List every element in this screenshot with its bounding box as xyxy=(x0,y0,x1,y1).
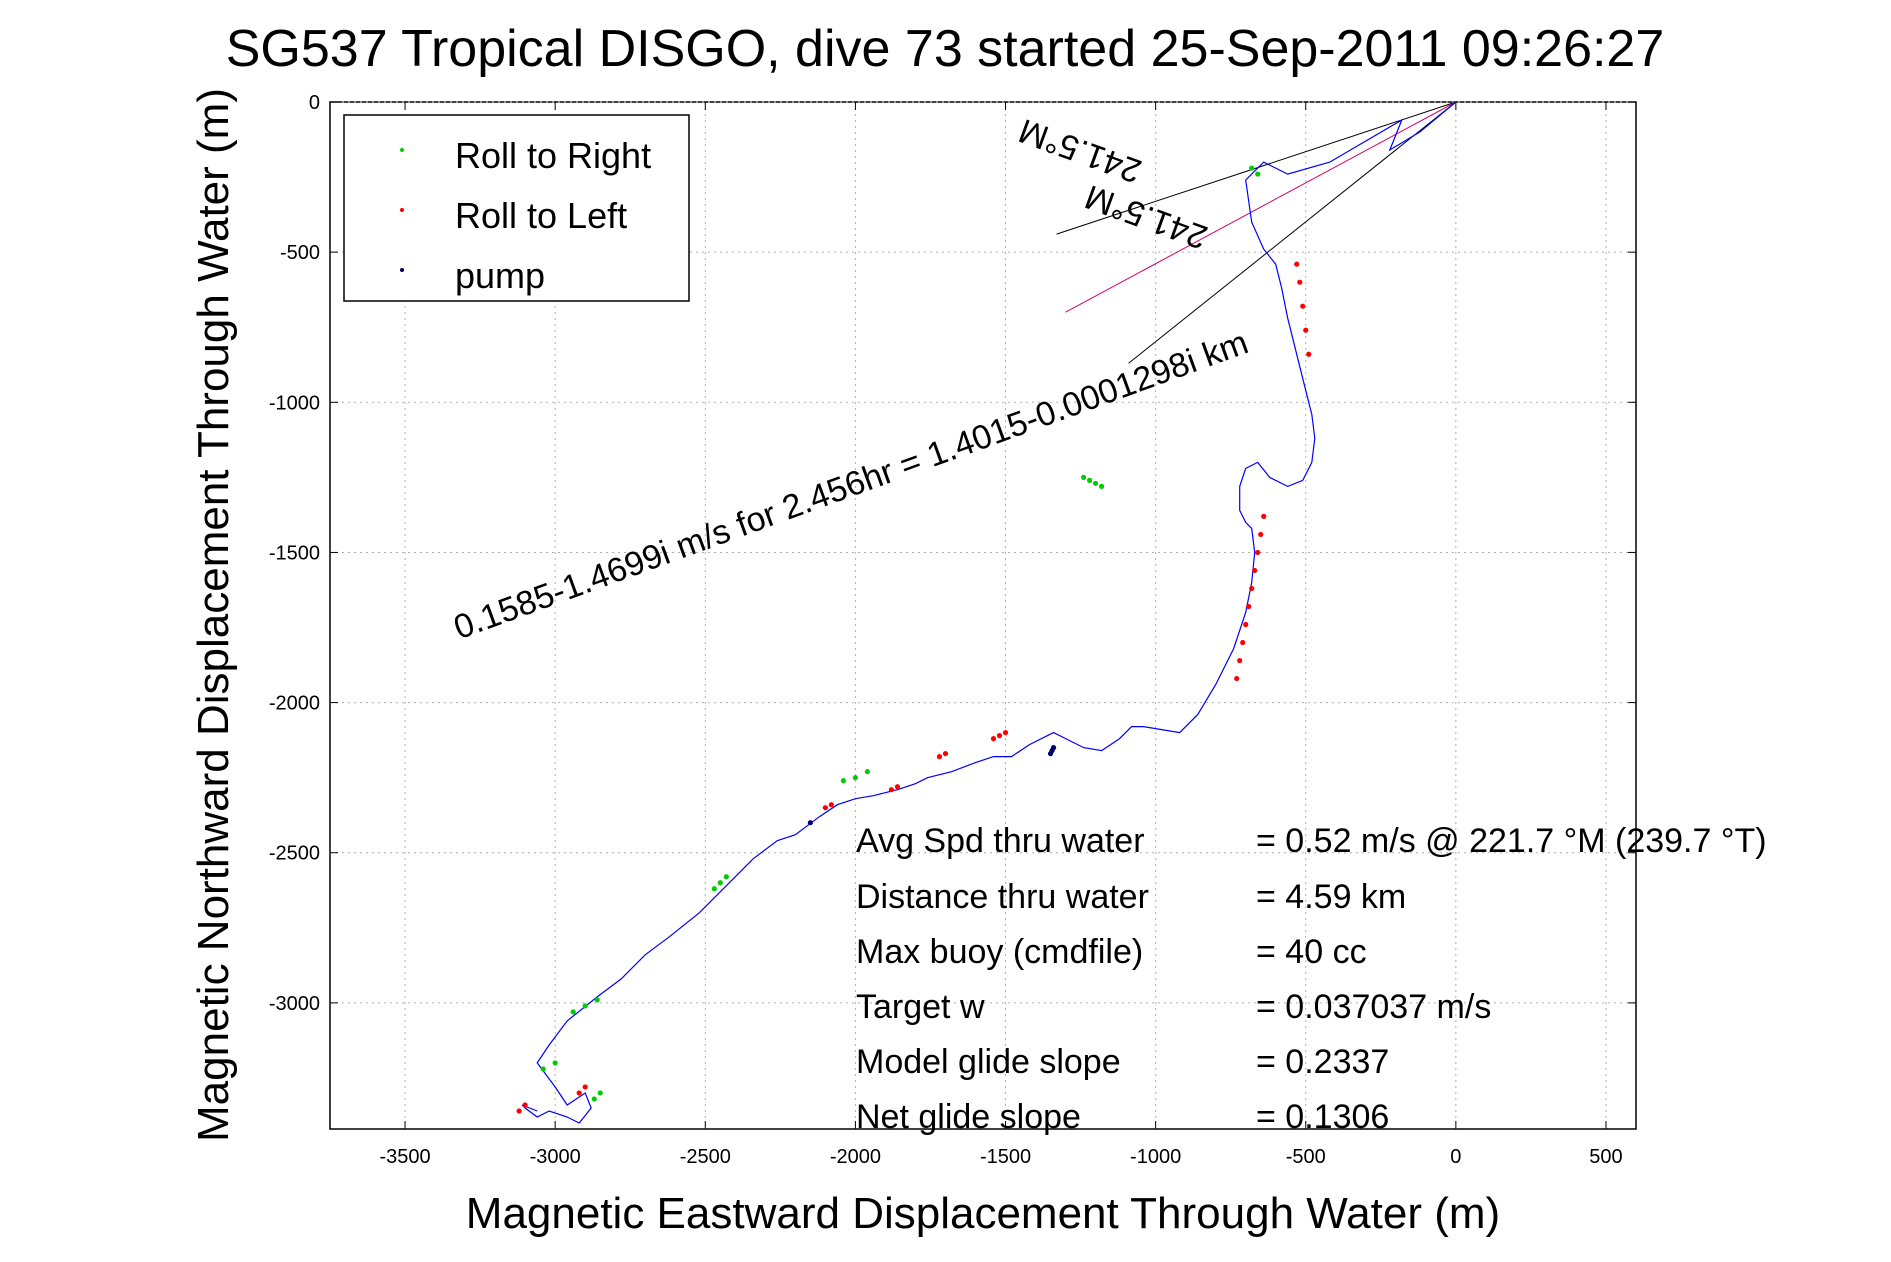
roll-left-point xyxy=(1258,531,1264,538)
roll-left-point xyxy=(516,1108,522,1114)
legend-marker-roll-right xyxy=(400,148,404,152)
roll-right-point xyxy=(1249,165,1255,171)
roll-right-point xyxy=(591,1096,597,1102)
roll-left-point xyxy=(1243,621,1249,628)
roll-left-point xyxy=(522,1102,528,1108)
roll-left-point xyxy=(1240,639,1246,646)
current-line xyxy=(1065,101,1457,313)
stat-label-model-glide: Model glide slope xyxy=(856,1043,1121,1081)
roll-right-point xyxy=(597,1090,603,1096)
y-tick-label: -1000 xyxy=(269,392,320,414)
roll-left-point xyxy=(1002,730,1009,736)
roll-right-point xyxy=(717,880,723,886)
legend-label-roll-left: Roll to Left xyxy=(455,195,627,236)
roll-left-point xyxy=(1306,351,1312,357)
y-tick-label: -1500 xyxy=(269,542,320,564)
roll-left-point xyxy=(1297,279,1303,285)
stat-value-target-w: = 0.037037 m/s xyxy=(1256,988,1491,1026)
x-tick-label: 500 xyxy=(1589,1146,1622,1168)
roll-right-point xyxy=(552,1060,558,1066)
x-tick-label: -500 xyxy=(1286,1146,1326,1168)
x-tick-label: -3500 xyxy=(379,1146,430,1168)
y-tick-label: -2500 xyxy=(269,843,320,865)
stat-value-net-glide: = 0.1306 xyxy=(1256,1098,1389,1136)
roll-right-point xyxy=(1255,171,1261,177)
roll-right-point xyxy=(1080,474,1087,480)
stat-label-avg-speed: Avg Spd thru water xyxy=(856,822,1145,860)
roll-right-point xyxy=(840,778,846,784)
x-axis-ticks: -3500 -3000 -2500 -2000 -1500 -1000 -500 0 500 xyxy=(379,102,1623,1168)
roll-left-point xyxy=(1261,513,1267,520)
roll-left-point xyxy=(996,733,1003,739)
stat-value-model-glide: = 0.2337 xyxy=(1256,1043,1389,1081)
roll-right-point xyxy=(1098,483,1105,489)
roll-right-point xyxy=(723,874,729,880)
chart-title: SG537 Tropical DISGO, dive 73 started 25… xyxy=(226,20,1665,78)
x-tick-label: -2000 xyxy=(830,1146,881,1168)
roll-left-point xyxy=(1252,567,1258,574)
roll-left-point xyxy=(1234,675,1240,682)
roll-left-point xyxy=(576,1090,582,1096)
roll-right-point xyxy=(582,1003,588,1009)
roll-right-point xyxy=(540,1066,546,1072)
x-axis-label: Magnetic Eastward Displacement Through W… xyxy=(466,1189,1500,1238)
roll-left-point xyxy=(990,736,997,742)
roll-left-point xyxy=(1303,327,1309,333)
roll-left-point xyxy=(1237,657,1243,664)
wedge-line xyxy=(1056,101,1457,235)
y-tick-label: -3000 xyxy=(269,993,320,1015)
x-tick-label: 0 xyxy=(1450,1146,1461,1168)
x-tick-label: -3000 xyxy=(530,1146,581,1168)
track-series xyxy=(521,101,1457,1124)
pump-point xyxy=(1047,751,1054,757)
legend: Roll to Right Roll to Left pump xyxy=(343,114,690,302)
reference-lines xyxy=(1056,101,1457,364)
roll-points xyxy=(516,165,1312,1114)
roll-left-point xyxy=(1294,261,1300,267)
x-tick-label: -1000 xyxy=(1130,1146,1181,1168)
roll-left-point xyxy=(936,754,943,760)
roll-left-point xyxy=(942,751,949,757)
stat-label-net-glide: Net glide slope xyxy=(856,1098,1081,1136)
roll-left-point xyxy=(894,784,901,790)
stat-label-target-w: Target w xyxy=(856,988,985,1026)
roll-right-point xyxy=(1086,477,1093,483)
roll-left-point xyxy=(822,805,828,811)
x-tick-label: -2500 xyxy=(680,1146,731,1168)
roll-left-point xyxy=(828,802,834,808)
pump-point xyxy=(807,820,813,826)
wedge-line xyxy=(1128,101,1457,364)
y-axis-label: Magnetic Northward Displacement Through … xyxy=(189,88,238,1142)
roll-left-point xyxy=(1249,585,1255,592)
roll-left-point xyxy=(888,787,895,793)
stat-value-distance: = 4.59 km xyxy=(1256,878,1406,916)
stat-value-avg-speed: = 0.52 m/s @ 221.7 °M (239.7 °T) xyxy=(1256,822,1767,860)
roll-right-point xyxy=(852,775,859,781)
dive-stats: Avg Spd thru water = 0.52 m/s @ 221.7 °M… xyxy=(856,822,1767,1136)
roll-left-point xyxy=(582,1084,588,1090)
legend-marker-pump xyxy=(400,268,404,272)
roll-left-point xyxy=(1246,603,1252,610)
x-tick-label: -1500 xyxy=(980,1146,1031,1168)
roll-right-point xyxy=(711,886,717,892)
y-tick-label: -2000 xyxy=(269,693,320,715)
stat-value-max-buoy: = 40 cc xyxy=(1256,933,1367,971)
legend-marker-roll-left xyxy=(400,208,404,212)
track-line xyxy=(521,101,1457,1124)
roll-right-point xyxy=(570,1009,576,1015)
roll-right-point xyxy=(1092,480,1099,486)
legend-label-pump: pump xyxy=(455,255,545,296)
roll-right-point xyxy=(864,769,871,775)
y-axis-ticks: 0 -500 -1000 -1500 -2000 -2500 -3000 xyxy=(269,92,1636,1015)
stat-label-distance: Distance thru water xyxy=(856,878,1149,916)
roll-left-point xyxy=(1300,303,1306,309)
roll-right-point xyxy=(594,997,600,1003)
roll-left-point xyxy=(1255,549,1261,556)
stat-label-max-buoy: Max buoy (cmdfile) xyxy=(856,933,1143,971)
y-tick-label: 0 xyxy=(309,92,320,114)
y-tick-label: -500 xyxy=(280,242,320,264)
legend-label-roll-right: Roll to Right xyxy=(455,135,651,176)
